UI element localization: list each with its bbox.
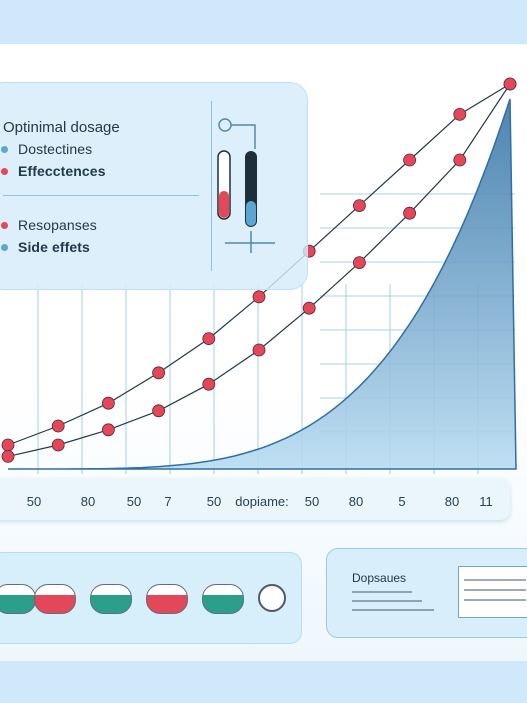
x-tick-7: 80 <box>348 494 364 509</box>
data-point-s0-3 <box>152 366 166 380</box>
pill-1[interactable] <box>34 584 76 614</box>
legend-separator <box>211 101 212 271</box>
data-point-s1-9 <box>453 153 467 167</box>
legend-label-3: Side effets <box>18 239 90 255</box>
data-point-s1-2 <box>102 423 115 437</box>
data-point-s1-10 <box>503 77 517 91</box>
x-axis-bar <box>0 478 510 520</box>
legend-label-2: Resopanses <box>18 217 97 233</box>
x-tick-3: 7 <box>164 494 172 509</box>
vial-icon <box>217 118 275 253</box>
data-point-s1-4 <box>202 377 216 391</box>
effect-area <box>8 98 517 470</box>
legend-item-3: Side effets <box>1 239 90 255</box>
legend-item-1: Effecctences <box>1 163 106 179</box>
x-tick-9: 80 <box>444 494 460 509</box>
legend-divider <box>3 195 199 196</box>
dosage-chart <box>1 77 517 474</box>
data-point-s0-1 <box>51 419 65 433</box>
x-tick-5: dopiame: <box>235 494 289 509</box>
pill-0[interactable] <box>0 584 36 614</box>
legend-dot-1 <box>1 167 8 175</box>
x-tick-1: 80 <box>80 494 96 509</box>
data-point-s1-5 <box>252 343 266 357</box>
legend-dot-0 <box>1 145 8 153</box>
legend-dot-2 <box>1 221 8 229</box>
doc-card-title: Dopsaues <box>352 571 407 585</box>
data-point-s1-6 <box>302 301 316 315</box>
legend-label-0: Dostectines <box>18 141 93 157</box>
doc-card-lines <box>352 591 434 611</box>
legend-item-2: Resopanses <box>1 217 97 233</box>
data-point-s0-7 <box>352 199 366 213</box>
legend-title: Optinimal dosage <box>3 119 120 136</box>
data-point-s1-3 <box>152 404 166 418</box>
data-point-s0-8 <box>403 153 417 167</box>
data-point-s0-9 <box>453 108 467 121</box>
data-point-s0-4 <box>202 332 216 346</box>
doc-sheet-lines <box>464 579 526 601</box>
data-point-s0-0 <box>1 438 15 452</box>
pill-4[interactable] <box>202 584 244 614</box>
x-tick-2: 50 <box>126 494 142 509</box>
legend-dot-3 <box>1 243 8 251</box>
pill-2[interactable] <box>90 584 132 614</box>
data-point-s0-5 <box>252 290 266 304</box>
x-tick-0: 50 <box>26 494 42 509</box>
legend-item-0: Dostectines <box>1 141 92 157</box>
legend-panel: Optinimal dosage Dostectines Effecctence… <box>0 82 308 290</box>
x-tick-4: 50 <box>206 494 222 509</box>
data-point-s1-0 <box>1 449 15 463</box>
data-point-s1-8 <box>403 206 417 220</box>
data-point-s1-7 <box>352 256 366 270</box>
legend-label-1: Effecctences <box>18 163 106 179</box>
data-point-s0-2 <box>102 396 115 410</box>
tray-toggle-knob[interactable] <box>258 584 286 612</box>
x-tick-8: 5 <box>398 494 406 509</box>
x-tick-6: 50 <box>304 494 320 509</box>
doc-card-inner-sheet <box>458 566 527 618</box>
data-point-s1-1 <box>51 438 65 452</box>
pill-3[interactable] <box>146 584 188 614</box>
x-tick-10: 11 <box>479 494 493 509</box>
